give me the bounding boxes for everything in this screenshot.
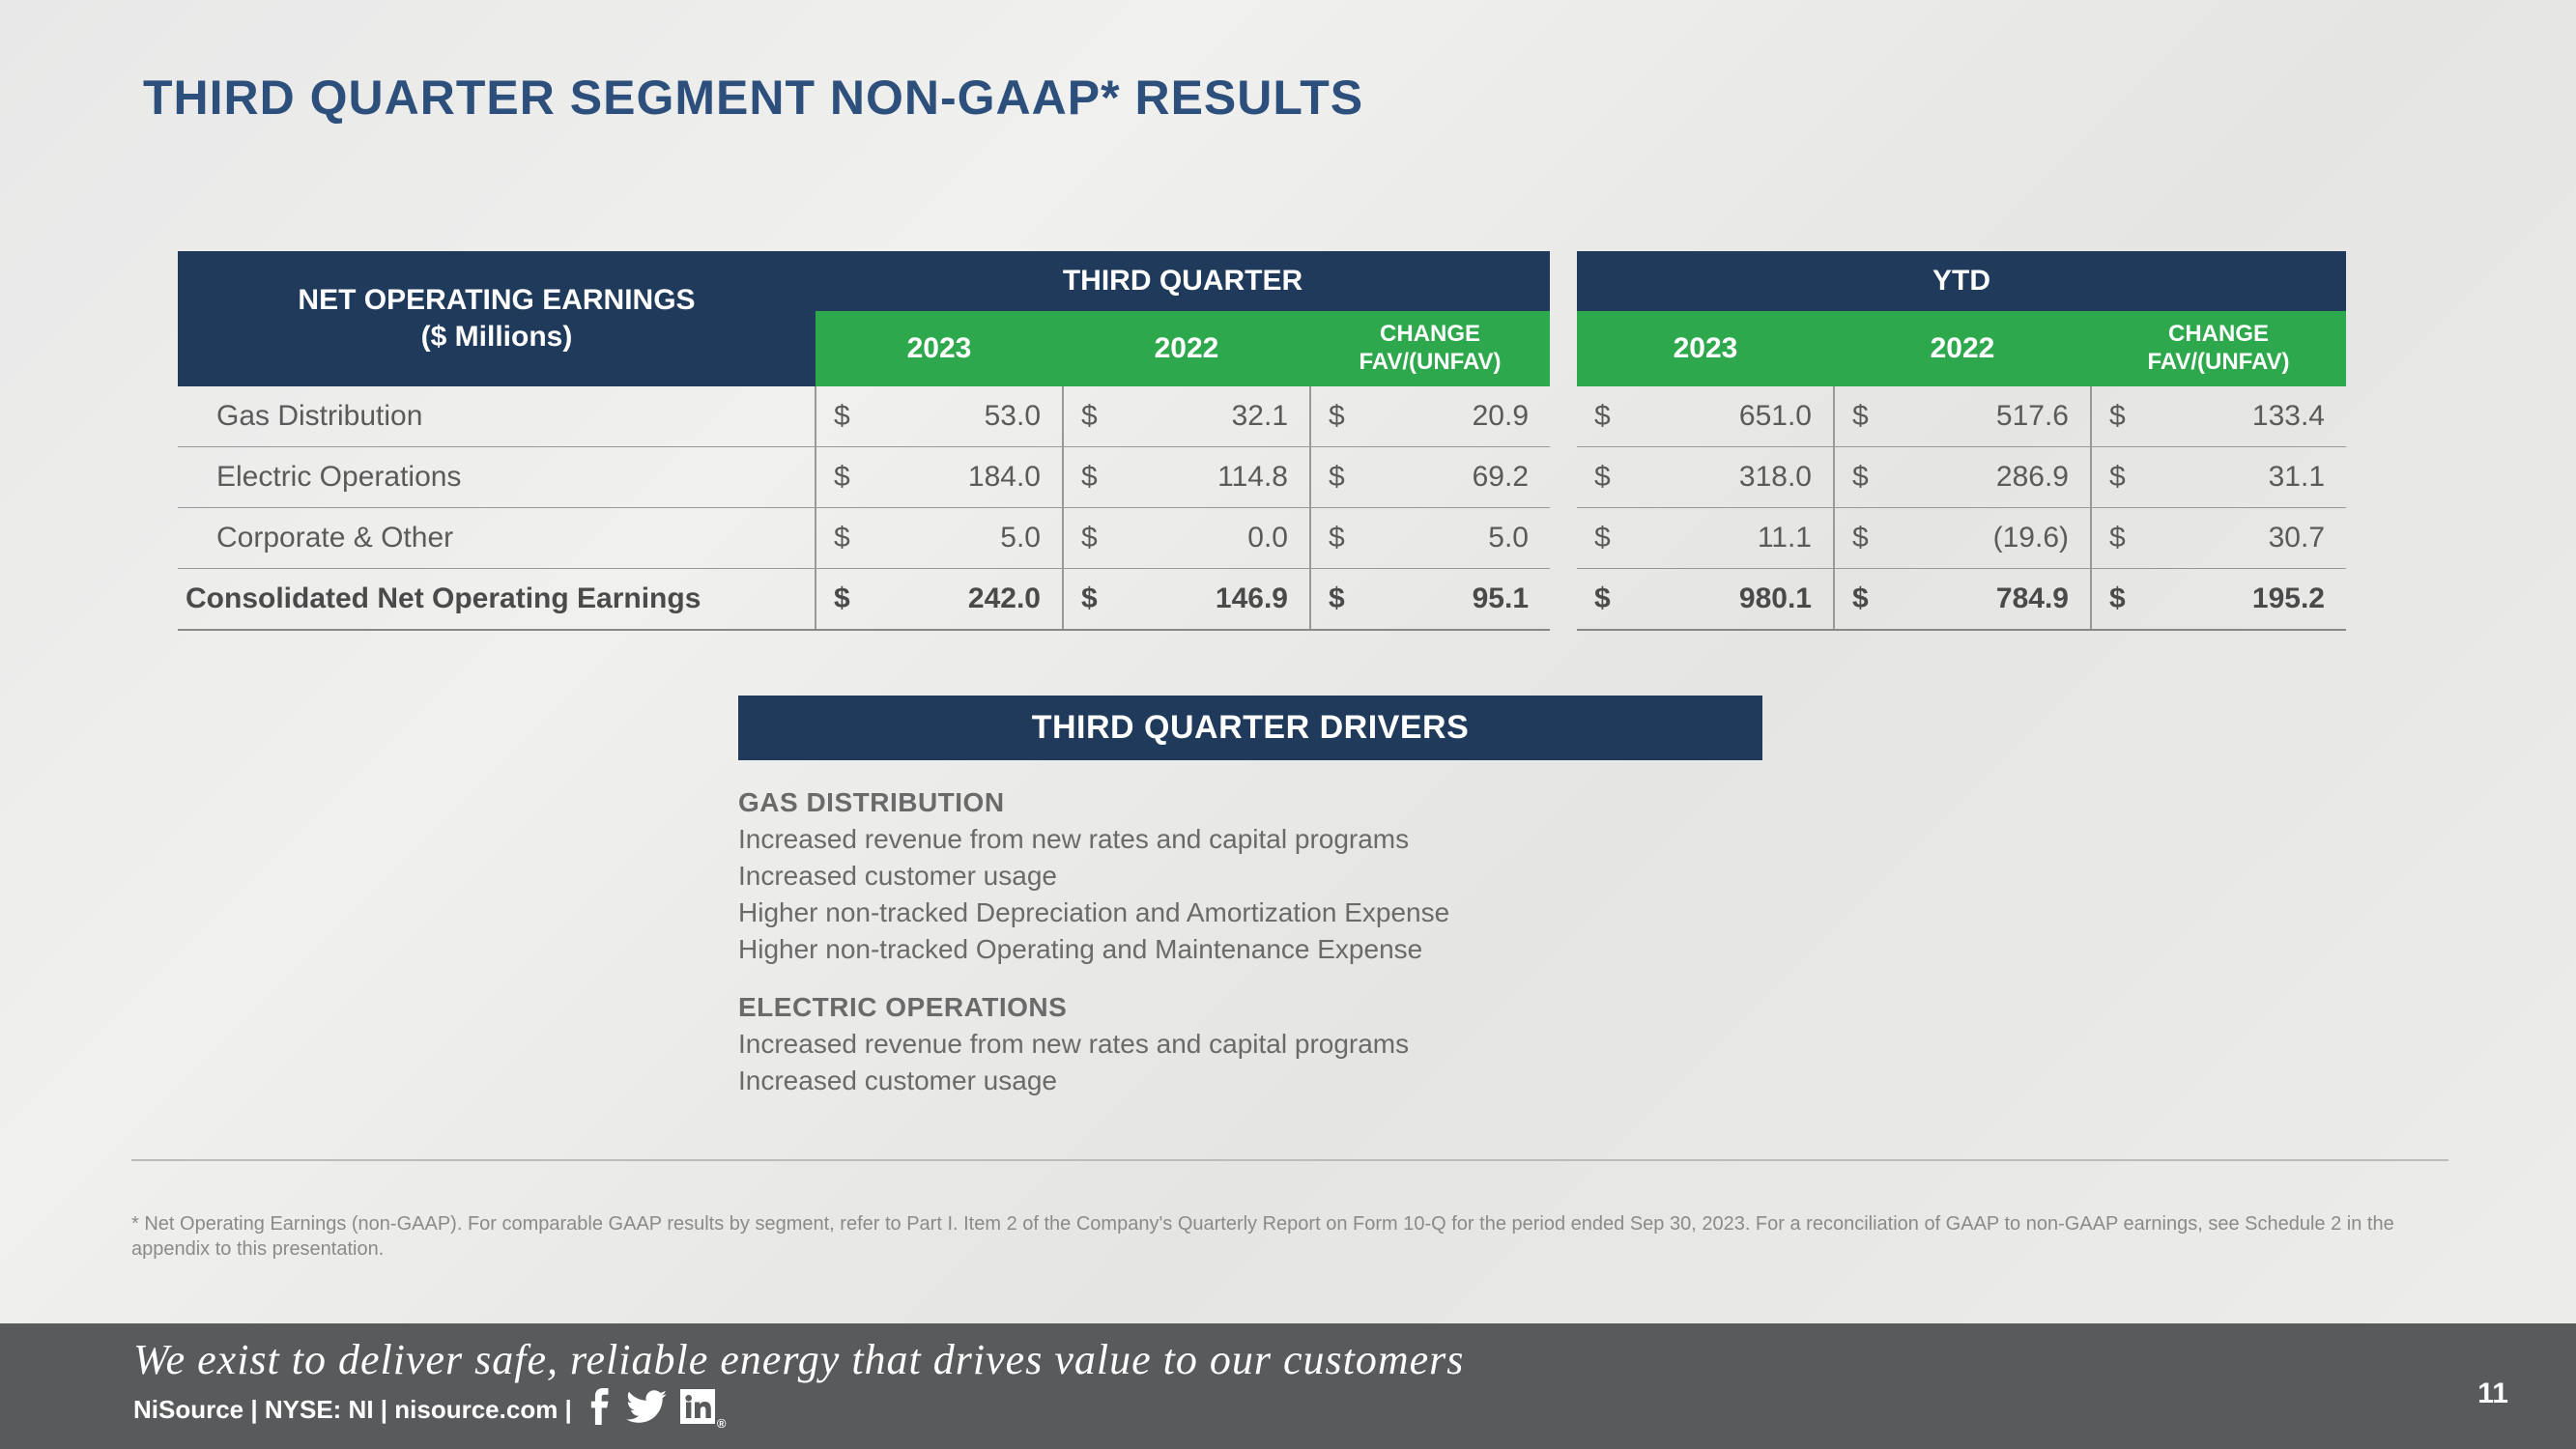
col-change-ytd: CHANGE FAV/(UNFAV) [2091,311,2346,386]
table-row-total: $980.1 $784.9 $195.2 [1577,568,2346,630]
col-2022-ytd: 2022 [1834,311,2091,386]
table-row: $318.0 $286.9 $31.1 [1577,446,2346,507]
col-2023-q: 2023 [816,311,1063,386]
twitter-icon [626,1390,667,1430]
table-row: Gas Distribution $53.0 $32.1 $20.9 [178,386,1550,447]
quarter-header: THIRD QUARTER [816,251,1550,311]
footer-company-line: NiSource | NYSE: NI | nisource.com | [133,1395,572,1425]
footer-info: NiSource | NYSE: NI | nisource.com | ® [133,1388,726,1432]
row-header: NET OPERATING EARNINGS ($ Millions) [178,251,816,386]
driver-line: Increased customer usage [738,861,1762,892]
col-change-q: CHANGE FAV/(UNFAV) [1310,311,1550,386]
driver-line: Increased revenue from new rates and cap… [738,824,1762,855]
footer-tagline: We exist to deliver safe, reliable energ… [133,1335,1464,1384]
drivers-section: THIRD QUARTER DRIVERS GAS DISTRIBUTION I… [738,696,1762,1096]
table-row-total: Consolidated Net Operating Earnings $242… [178,568,1550,630]
table-row: $651.0 $517.6 $133.4 [1577,386,2346,447]
drivers-gas-title: GAS DISTRIBUTION [738,787,1762,818]
divider [131,1159,2448,1161]
table-row: Electric Operations $184.0 $114.8 $69.2 [178,446,1550,507]
driver-line: Increased customer usage [738,1065,1762,1096]
col-2022-q: 2022 [1063,311,1310,386]
linkedin-icon: ® [680,1389,727,1431]
results-table-quarter: NET OPERATING EARNINGS ($ Millions) THIR… [178,251,1550,631]
results-table-ytd: YTD 2023 2022 CHANGE FAV/(UNFAV) $651.0 … [1577,251,2346,631]
footnote: * Net Operating Earnings (non-GAAP). For… [131,1211,2448,1262]
col-2023-ytd: 2023 [1577,311,1834,386]
driver-line: Higher non-tracked Operating and Mainten… [738,934,1762,965]
ytd-header: YTD [1577,251,2346,311]
footer: We exist to deliver safe, reliable energ… [0,1323,2576,1449]
slide: THIRD QUARTER SEGMENT NON-GAAP* RESULTS … [0,0,2576,1449]
driver-line: Higher non-tracked Depreciation and Amor… [738,897,1762,928]
page-number: 11 [2477,1378,2508,1410]
facebook-icon [586,1388,613,1432]
table-row: Corporate & Other $5.0 $0.0 $5.0 [178,507,1550,568]
drivers-header: THIRD QUARTER DRIVERS [738,696,1762,760]
table-row: $11.1 $(19.6) $30.7 [1577,507,2346,568]
page-title: THIRD QUARTER SEGMENT NON-GAAP* RESULTS [143,70,1363,126]
results-table: NET OPERATING EARNINGS ($ Millions) THIR… [178,251,2346,631]
driver-line: Increased revenue from new rates and cap… [738,1029,1762,1060]
drivers-elec-title: ELECTRIC OPERATIONS [738,992,1762,1023]
